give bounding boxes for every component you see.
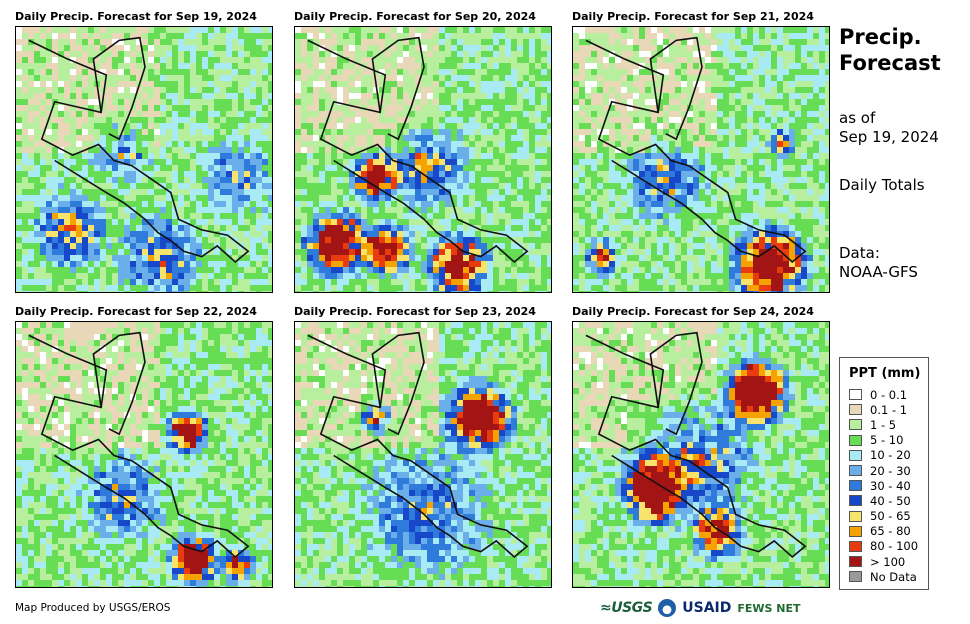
usgs-logo: ≈USGS <box>600 600 653 616</box>
precip-map <box>16 27 272 292</box>
legend-swatch <box>849 540 862 552</box>
country-boundary <box>28 334 250 559</box>
legend-item: No Data <box>849 569 928 584</box>
map-panel-sep23 <box>294 321 552 588</box>
legend-label: 20 - 30 <box>870 463 911 478</box>
legend-swatch <box>849 510 862 522</box>
panel-title-sep22: Daily Precip. Forecast for Sep 22, 2024 <box>15 305 257 318</box>
legend-item: 80 - 100 <box>849 539 928 554</box>
legend-swatch <box>849 434 862 446</box>
country-boundary <box>92 36 146 141</box>
map-panel-sep24 <box>572 321 830 588</box>
legend-swatch <box>849 571 862 583</box>
legend-title: PPT (mm) <box>849 366 921 381</box>
precip-map <box>295 322 551 587</box>
legend-label: 80 - 100 <box>870 539 919 554</box>
map-panel-sep19 <box>15 26 273 293</box>
legend-item: 50 - 65 <box>849 509 928 524</box>
country-boundary <box>307 39 529 264</box>
legend-label: 1 - 5 <box>870 417 897 432</box>
legend-swatch <box>849 389 862 401</box>
country-boundary <box>585 39 807 264</box>
logo-strip: ≈USGS USAID FEWS NET <box>600 597 801 619</box>
country-boundary <box>28 39 250 264</box>
panel-title-sep19: Daily Precip. Forecast for Sep 19, 2024 <box>15 10 257 23</box>
country-boundary <box>371 36 425 141</box>
legend-label: 30 - 40 <box>870 478 911 493</box>
country-boundary <box>649 36 703 141</box>
legend-label: 65 - 80 <box>870 524 911 539</box>
legend-label: 0.1 - 1 <box>870 402 908 417</box>
totals-label: Daily Totals <box>839 176 925 194</box>
legend-item: 30 - 40 <box>849 478 928 493</box>
country-boundary <box>92 331 146 436</box>
map-panel-sep21 <box>572 26 830 293</box>
legend-item: 1 - 5 <box>849 417 928 432</box>
legend-swatch <box>849 404 862 416</box>
legend-item: 5 - 10 <box>849 433 928 448</box>
legend-label: No Data <box>870 569 917 584</box>
legend-swatch <box>849 556 862 568</box>
legend-label: 50 - 65 <box>870 509 911 524</box>
legend-item: 65 - 80 <box>849 524 928 539</box>
panel-title-sep24: Daily Precip. Forecast for Sep 24, 2024 <box>572 305 814 318</box>
legend-label: > 100 <box>870 554 906 569</box>
panel-title-sep23: Daily Precip. Forecast for Sep 23, 2024 <box>294 305 536 318</box>
precip-map <box>573 322 829 587</box>
legend-label: 40 - 50 <box>870 493 911 508</box>
panel-title-sep21: Daily Precip. Forecast for Sep 21, 2024 <box>572 10 814 23</box>
noaa-logo-icon <box>658 599 677 617</box>
legend-item: 20 - 30 <box>849 463 928 478</box>
fews-net-logo: FEWS NET <box>737 601 801 615</box>
legend-swatch <box>849 419 862 431</box>
legend-swatch <box>849 495 862 507</box>
data-source: Data: NOAA-GFS <box>839 244 918 281</box>
country-boundary <box>307 334 529 559</box>
legend-swatch <box>849 449 862 461</box>
main-title: Precip. Forecast <box>839 25 941 75</box>
precip-map <box>573 27 829 292</box>
precip-map <box>16 322 272 587</box>
legend-item: 40 - 50 <box>849 493 928 508</box>
legend-swatch <box>849 480 862 492</box>
legend-swatch <box>849 525 862 537</box>
usaid-logo: USAID <box>682 600 732 616</box>
country-boundary <box>649 331 703 436</box>
precip-map <box>295 27 551 292</box>
legend-item: > 100 <box>849 554 928 569</box>
as-of-date: as of Sep 19, 2024 <box>839 109 939 146</box>
legend-item: 0 - 0.1 <box>849 387 928 402</box>
legend-label: 5 - 10 <box>870 433 904 448</box>
legend-label: 0 - 0.1 <box>870 387 908 402</box>
legend-item: 0.1 - 1 <box>849 402 928 417</box>
credit-text: Map Produced by USGS/EROS <box>15 602 171 614</box>
legend-swatch <box>849 465 862 477</box>
map-panel-sep22 <box>15 321 273 588</box>
country-boundary <box>585 334 807 559</box>
map-panel-sep20 <box>294 26 552 293</box>
legend-item: 10 - 20 <box>849 448 928 463</box>
legend-label: 10 - 20 <box>870 448 911 463</box>
country-boundary <box>371 331 425 436</box>
panel-title-sep20: Daily Precip. Forecast for Sep 20, 2024 <box>294 10 536 23</box>
